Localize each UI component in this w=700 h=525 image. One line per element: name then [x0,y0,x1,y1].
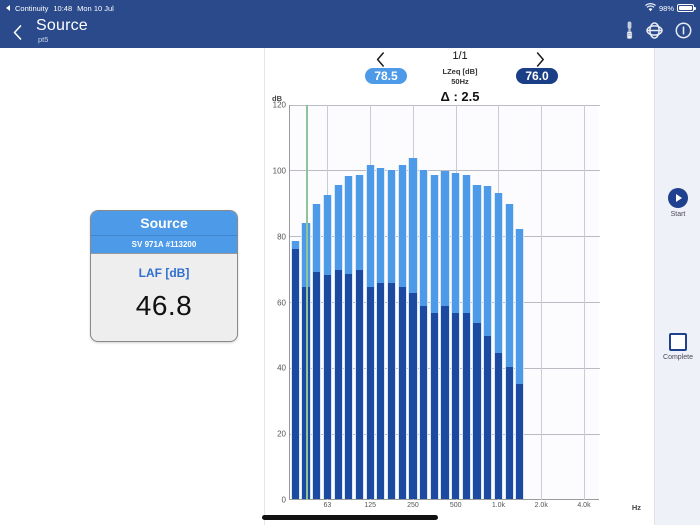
bar-series-b[interactable] [484,336,492,499]
status-bar-left: Continuity 10:48 Mon 10 Jul [0,4,114,13]
next-band-button[interactable] [527,48,553,70]
wifi-icon [645,2,656,14]
bar-series-b[interactable] [473,322,481,499]
value-b-badge[interactable]: 76.0 [516,68,558,84]
status-bar-right: 98% [645,0,696,16]
bar-series-b[interactable] [516,383,524,499]
y-axis-tick-label: 0 [281,495,286,505]
info-icon[interactable] [675,22,692,39]
gridline-horizontal [290,170,600,172]
y-axis-tick-label: 20 [277,429,286,439]
bar-series-b[interactable] [291,248,299,499]
page-title: Source [36,17,88,34]
value-a-badge[interactable]: 78.5 [365,68,407,84]
bar-series-b[interactable] [387,283,396,499]
bar-series-b[interactable] [366,286,374,499]
x-axis-tick-label: 125 [364,502,377,509]
continuity-label: Continuity [15,3,49,13]
complete-button-label: Complete [663,354,693,361]
source-card-value: 46.8 [135,290,193,321]
y-axis-tick-label: 40 [277,363,286,373]
bar-series-a[interactable] [493,192,504,499]
chevron-left-icon [376,51,384,67]
y-axis-tick-label: 80 [277,232,286,242]
bar-series-b[interactable] [377,283,385,499]
bar-series-b[interactable] [452,313,460,499]
bar-series-b[interactable] [313,271,321,499]
microphone-icon[interactable] [625,21,634,39]
x-axis-tick-label: 2.0k [534,502,548,509]
bar-series-a[interactable] [504,204,514,499]
ios-status-bar: Continuity 10:48 Mon 10 Jul 98% [0,0,700,16]
previous-band-button[interactable] [367,48,393,70]
octave-selector-label: 1/1 [452,50,468,62]
play-icon [668,188,688,208]
bar-series-b[interactable] [398,286,406,499]
bar-series-b[interactable] [505,367,513,499]
back-button[interactable] [7,22,27,42]
bar-series-b[interactable] [355,270,364,499]
continuity-arrow-icon [6,5,10,11]
battery-icon [677,4,696,12]
app-navigation-bar: Source pt5 [0,16,700,48]
gridline-vertical [584,105,585,500]
y-axis-tick-label: 100 [272,166,286,176]
home-indicator [262,515,438,520]
delta-label: Δ : 2.5 [440,89,480,104]
source-measurement-card[interactable]: Source SV 971A #113200 LAF [dB] 46.8 [90,210,238,342]
bar-series-b[interactable] [430,313,438,499]
x-axis-tick-label: 63 [323,502,332,509]
source-card-serial: SV 971A #113200 [91,236,237,254]
square-icon [669,333,687,351]
status-bar-date: Mon 10 Jul [77,3,114,13]
spectrum-plot-area[interactable]: 0 20 40 60 80 100 120 63 125 250 500 1.0k 2.0k 4.0k [273,101,600,509]
chart-header: 1/1 LZeq [dB] 50Hz 78.5 76.0 Δ : 2.5 [265,48,655,106]
y-axis-label: dB [272,94,282,103]
start-button[interactable]: Start [655,188,700,218]
bar-series-b[interactable] [441,306,449,499]
x-axis-tick-label: 4.0k [577,502,591,509]
chevron-right-icon [536,51,544,67]
x-axis-tick-label: 250 [407,502,419,509]
bar-series-b[interactable] [323,275,331,499]
chevron-left-icon [13,24,21,40]
spectrum-chart-panel: 1/1 LZeq [dB] 50Hz 78.5 76.0 Δ : 2.5 dB … [264,48,654,525]
series-meta: LZeq [dB] 50Hz [265,67,655,87]
bar-series-b[interactable] [334,270,342,499]
right-action-rail: Start Complete [654,48,700,525]
page-body: Source SV 971A #113200 LAF [dB] 46.8 1/1… [0,48,700,525]
series-name-label: LZeq [dB] [442,67,478,76]
bar-series-b[interactable] [409,293,417,499]
complete-button[interactable]: Complete [655,333,700,361]
bar-series-a[interactable] [515,229,525,499]
y-axis-tick-label: 60 [277,298,286,307]
nav-action-icons [625,21,692,39]
x-axis-label: Hz [631,503,641,512]
gridline-horizontal [290,104,600,106]
status-bar-time: 10:48 [53,3,73,13]
battery-percent-label: 98% [658,3,674,13]
source-card-title: Source [91,211,237,236]
bar-series-b[interactable] [420,306,428,499]
bar-series-b[interactable] [462,313,470,499]
series-band-label: 50Hz [451,77,469,86]
bar-series-b[interactable] [345,273,353,499]
share-icon[interactable] [646,21,663,39]
gridline-vertical [541,105,542,500]
start-button-label: Start [670,211,686,218]
x-axis-tick-label: 1.0k [491,502,506,509]
source-card-metric-label: LAF [dB] [138,266,190,280]
bar-series-b[interactable] [494,352,503,499]
page-subtitle: pt5 [38,35,49,44]
x-axis-tick-label: 500 [449,502,462,509]
band-cursor-line[interactable] [306,105,308,500]
plot-wrapper: dB Hz 0 20 40 60 80 100 120 63 125 250 500 1.0k 2.0k… [265,92,655,512]
y-axis-tick-label: 120 [272,100,286,110]
